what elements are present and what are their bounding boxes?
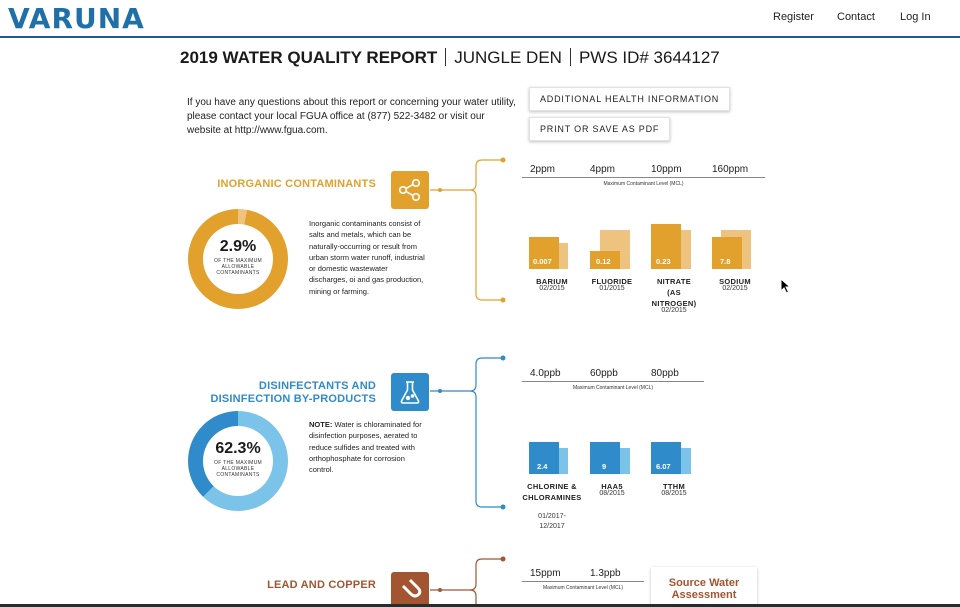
- inorganic-description: Inorganic contaminants consist of salts …: [309, 219, 425, 296]
- lead-copper-section-title: LEAD AND COPPER: [267, 579, 376, 591]
- mcl-value: 2ppm: [530, 164, 556, 175]
- pws-id: PWS ID# 3644127: [578, 48, 720, 67]
- register-link[interactable]: Register: [773, 11, 814, 23]
- bar-date: 08/2015: [599, 490, 625, 497]
- inorganic-donut-chart: 2.9% OF THE MAXIMUM ALLOWABLE CONTAMINAN…: [188, 209, 288, 309]
- bar-date: 02/2015: [661, 307, 687, 314]
- mcl-value: 80ppb: [651, 368, 679, 379]
- bar-sodium: [712, 237, 742, 269]
- bar-label: SODIUM: [719, 277, 751, 286]
- bar-date: 02/2015: [722, 285, 748, 292]
- mcl-value: 4ppm: [590, 164, 616, 175]
- bar-haa5: [590, 442, 620, 474]
- bar-fluoride: [590, 251, 620, 269]
- mcl-value: 60ppb: [590, 368, 618, 379]
- bar-label: FLUORIDE: [591, 277, 633, 286]
- section-title-line: DISINFECTION BY-PRODUCTS: [210, 393, 376, 405]
- bar-value: 2.4: [537, 462, 548, 471]
- mcl-value: 1.3ppb: [590, 568, 621, 579]
- bar-nitrate: [651, 224, 681, 269]
- donut-caption: OF THE MAXIMUM ALLOWABLE CONTAMINANTS: [214, 258, 262, 276]
- bar-tthm: [651, 442, 681, 474]
- mcl-divider: [522, 381, 704, 382]
- bar-chlorine: [529, 442, 559, 474]
- intro-text: If you have any questions about this rep…: [187, 97, 516, 136]
- section-title-line: DISINFECTANTS AND: [258, 380, 376, 392]
- mcl-divider: [522, 177, 765, 178]
- flask-icon: [391, 373, 429, 411]
- share-nodes-icon: [391, 171, 429, 209]
- bar-barium: [529, 237, 559, 269]
- bar-label: HAA5: [601, 482, 623, 491]
- disinfectants-description: NOTE: Water is chloraminated for disinfe…: [309, 419, 427, 475]
- varuna-logo[interactable]: VARUNA: [8, 2, 145, 35]
- bar-date: 01/2017-12/2017: [538, 513, 566, 530]
- note-label: NOTE:: [309, 420, 333, 429]
- bar-date: 01/2015: [599, 285, 625, 292]
- title-divider: [569, 48, 571, 66]
- login-link[interactable]: Log In: [900, 11, 931, 23]
- note-text: Water is chloraminated for disinfection …: [309, 420, 422, 475]
- bar-label: CHLORINE & CHLORAMINES: [522, 482, 582, 502]
- donut-percent: 2.9%: [219, 238, 257, 255]
- disinfectants-section-title: DISINFECTANTS AND DISINFECTION BY-PRODUC…: [190, 380, 376, 406]
- bar-date: 02/2015: [539, 285, 565, 292]
- source-water-assessment-button[interactable]: Source Water Assessment: [651, 567, 757, 607]
- bar-value: 0.12: [596, 257, 611, 266]
- donut-percent: 62.3%: [215, 440, 261, 457]
- window-bottom-edge: [0, 604, 960, 607]
- mcl-label: Maximum Contaminant Level (MCL): [542, 585, 624, 591]
- mcl-value: 10ppm: [651, 164, 682, 175]
- contact-link[interactable]: Contact: [837, 11, 875, 23]
- bar-label: NITRATE (AS NITROGEN): [651, 277, 697, 308]
- bar-value: 0.23: [656, 257, 671, 266]
- title-divider: [445, 48, 447, 66]
- mcl-label: Maximum Contaminant Level (MCL): [572, 385, 654, 391]
- mouse-cursor-icon: [780, 278, 792, 294]
- bar-label: TTHM: [662, 482, 686, 491]
- page-title: 2019 WATER QUALITY REPORT JUNGLE DEN PWS I…: [180, 48, 720, 68]
- mcl-label: Maximum Contaminant Level (MCL): [603, 181, 684, 187]
- bar-date: 08/2015: [661, 490, 687, 497]
- magnet-icon: [391, 572, 429, 607]
- mcl-value: 160ppm: [712, 164, 749, 175]
- mcl-divider: [522, 581, 644, 582]
- inorganic-section-title: INORGANIC CONTAMINANTS: [217, 178, 376, 190]
- system-name: JUNGLE DEN: [454, 48, 562, 67]
- mcl-value: 4.0ppb: [530, 368, 561, 379]
- print-save-pdf-button[interactable]: PRINT OR SAVE AS PDF: [529, 117, 671, 141]
- donut-center: 62.3% OF THE MAXIMUM ALLOWABLE CONTAMINA…: [203, 426, 273, 496]
- bar-value: 7.8: [720, 257, 731, 266]
- bar-label: BARIUM: [536, 277, 568, 286]
- donut-center: 2.9% OF THE MAXIMUM ALLOWABLE CONTAMINAN…: [203, 224, 273, 294]
- top-navigation-bar: VARUNA Register Contact Log In: [0, 0, 960, 38]
- bar-value: 0.007: [533, 257, 552, 266]
- mcl-value: 15ppm: [530, 568, 561, 579]
- bar-value: 6.07: [656, 462, 671, 471]
- additional-health-info-button[interactable]: ADDITIONAL HEALTH INFORMATION: [529, 87, 731, 111]
- bar-value: 9: [602, 462, 607, 471]
- disinfectants-donut-chart: 62.3% OF THE MAXIMUM ALLOWABLE CONTAMINA…: [188, 411, 288, 511]
- report-title: 2019 WATER QUALITY REPORT: [180, 48, 438, 67]
- donut-caption: OF THE MAXIMUM ALLOWABLE CONTAMINANTS: [214, 460, 262, 478]
